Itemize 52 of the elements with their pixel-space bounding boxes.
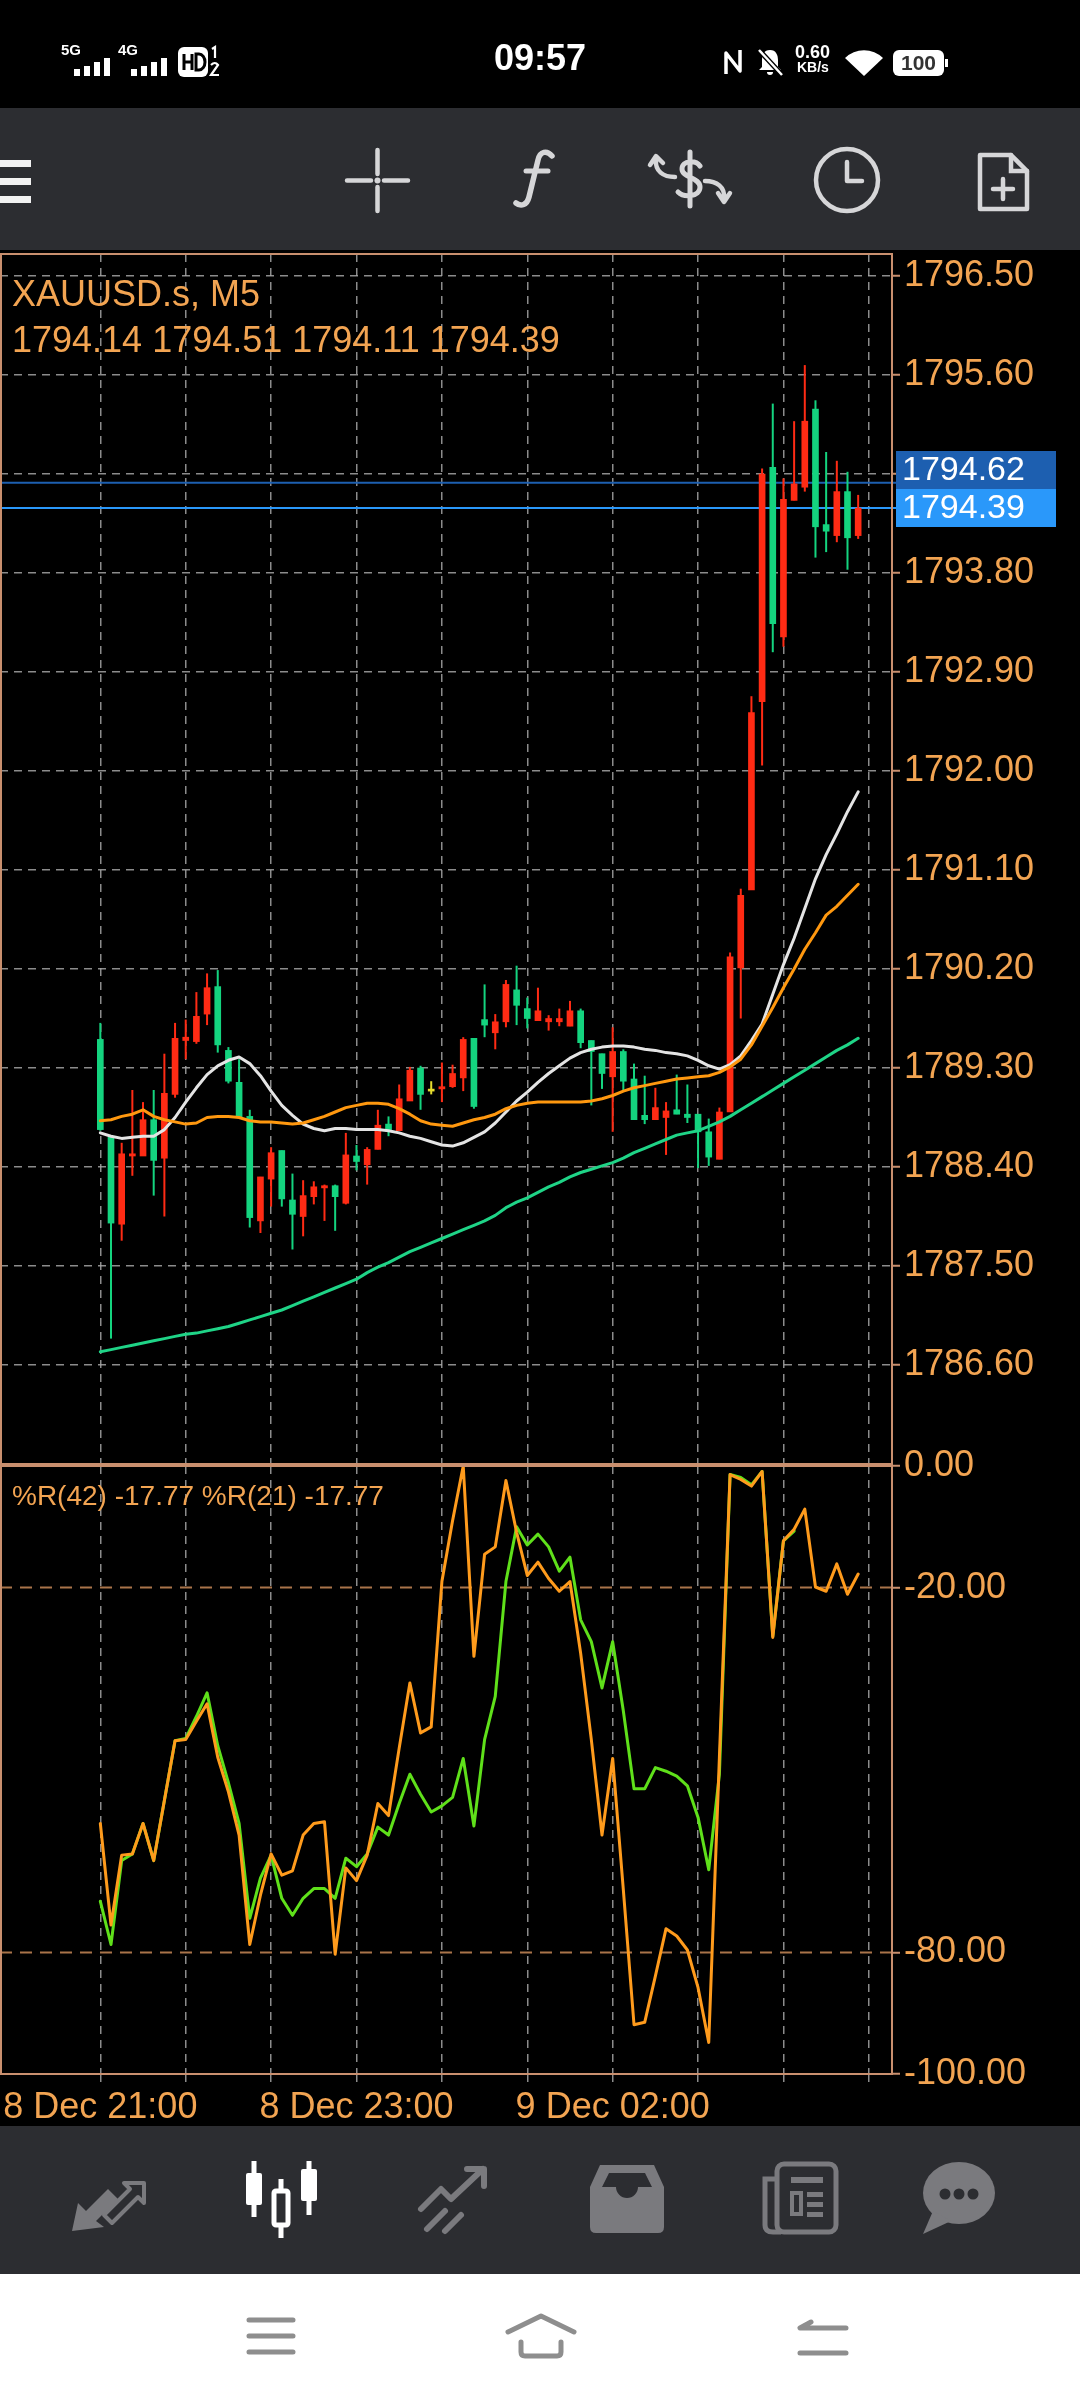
y-tick-label: 1788.40 bbox=[904, 1143, 1035, 1185]
y-tick-label: 1795.60 bbox=[904, 351, 1035, 393]
text: %R(42) -17.77 %R(21) -17.77 bbox=[12, 1480, 384, 1511]
y-tick-label: 1787.50 bbox=[904, 1242, 1035, 1284]
text: 09:57 bbox=[494, 37, 587, 78]
x-tick-label: 8 Dec 21:00 bbox=[3, 2084, 198, 2126]
y-tick-label: 1791.10 bbox=[904, 846, 1035, 888]
candlestick bbox=[129, 1089, 136, 1177]
candlestick bbox=[353, 1144, 360, 1172]
x-tick-label: 9 Dec 02:00 bbox=[515, 2084, 710, 2126]
candlestick bbox=[491, 1013, 499, 1051]
candlestick bbox=[673, 1073, 681, 1116]
candlestick bbox=[822, 451, 830, 554]
candlestick bbox=[385, 1115, 392, 1138]
candlestick bbox=[449, 1063, 456, 1089]
y-tick-label: 1789.30 bbox=[904, 1044, 1035, 1086]
y-tick-label: 1792.00 bbox=[904, 747, 1035, 789]
candlestick bbox=[289, 1172, 296, 1251]
candlestick bbox=[481, 983, 488, 1039]
candlestick bbox=[182, 1018, 190, 1061]
text: 0.60 bbox=[795, 42, 831, 62]
text: 5G bbox=[61, 41, 82, 58]
y-tick-label: -100.00 bbox=[904, 2050, 1027, 2092]
ref-line-label: 1794.62 bbox=[902, 449, 1025, 488]
text: 1794.14 1794.51 1794.11 1794.39 bbox=[12, 319, 560, 360]
y-tick-label: 1793.80 bbox=[904, 549, 1035, 591]
text: KB/s bbox=[797, 59, 829, 75]
ref-line-label: 1794.39 bbox=[902, 487, 1025, 526]
candlestick bbox=[438, 1061, 446, 1104]
text: XAUUSD.s, M5 bbox=[12, 273, 261, 314]
candlestick bbox=[523, 996, 531, 1030]
candlestick bbox=[598, 1052, 606, 1090]
text: 4G bbox=[118, 41, 139, 58]
x-tick-label: 8 Dec 23:00 bbox=[259, 2084, 454, 2126]
candlestick bbox=[566, 999, 574, 1028]
candlestick bbox=[534, 986, 542, 1022]
y-tick-label: 1786.60 bbox=[904, 1341, 1035, 1383]
candlestick bbox=[652, 1086, 659, 1121]
y-tick-label: 0.00 bbox=[904, 1442, 975, 1484]
candlestick bbox=[310, 1180, 318, 1206]
candlestick bbox=[641, 1074, 649, 1126]
y-tick-label: 1792.90 bbox=[904, 648, 1035, 690]
y-tick-label: -80.00 bbox=[904, 1929, 1007, 1971]
candlestick bbox=[299, 1179, 307, 1238]
y-tick-label: 1790.20 bbox=[904, 945, 1035, 987]
candlestick bbox=[321, 1183, 328, 1222]
y-tick-label: -20.00 bbox=[904, 1564, 1007, 1606]
candlestick bbox=[513, 964, 520, 1027]
candlestick bbox=[331, 1183, 339, 1232]
y-tick-label: 1796.50 bbox=[904, 252, 1035, 294]
candlestick bbox=[684, 1083, 691, 1124]
candlestick bbox=[363, 1146, 371, 1186]
